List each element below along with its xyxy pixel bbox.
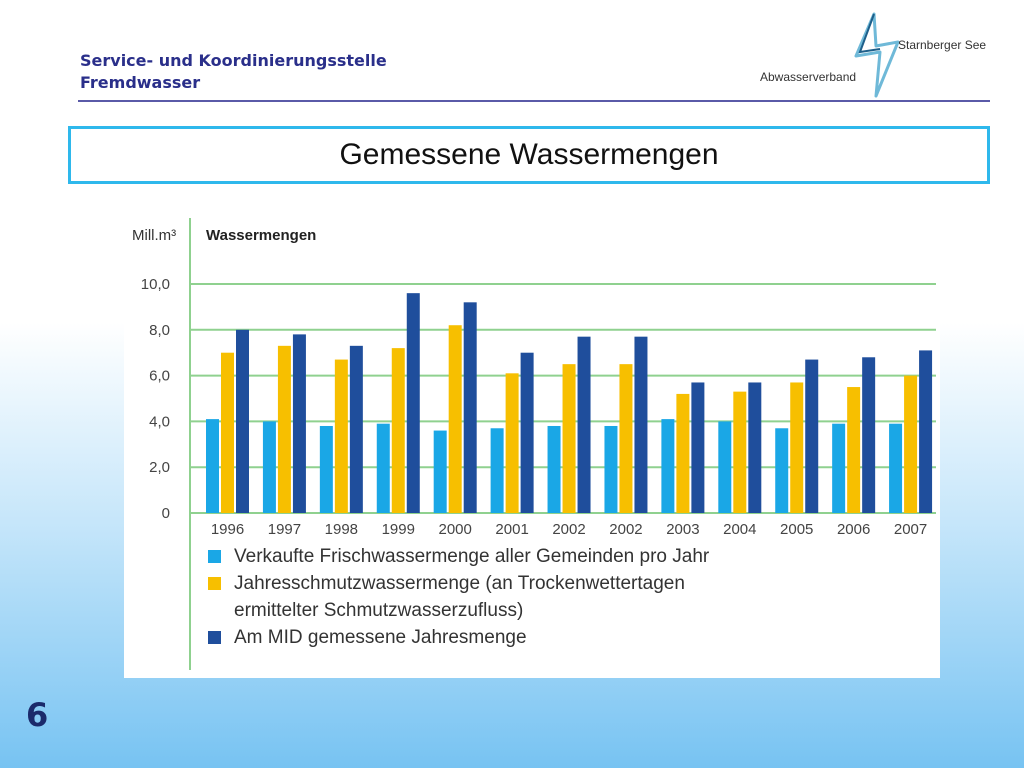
bar-series2 xyxy=(391,348,405,513)
legend-swatch xyxy=(208,631,221,644)
y-tick-label: 4,0 xyxy=(149,413,170,430)
bar-series1 xyxy=(206,419,219,513)
chart-panel: Mill.m³ Wassermengen 0 2,0 4,0 6,0 8,0 10,0 1996… xyxy=(124,208,940,678)
legend-swatch xyxy=(208,550,221,563)
bar-series3 xyxy=(805,359,819,513)
legend-swatch xyxy=(208,577,221,590)
x-tick-label: 1999 xyxy=(382,521,415,538)
bar-series1 xyxy=(775,428,789,513)
x-tick-label: 2006 xyxy=(837,521,870,538)
x-tick-label: 1998 xyxy=(325,521,358,538)
logo-name-text: Abwasserverband xyxy=(760,70,857,84)
bar-series2 xyxy=(904,375,918,513)
x-tick-label: 2003 xyxy=(666,521,699,538)
x-tick-label: 2002 xyxy=(609,521,642,538)
legend-label-continued: ermittelter Schmutzwasserzufluss) xyxy=(234,600,523,621)
y-tick-label: 8,0 xyxy=(149,322,170,339)
x-tick-label: 2004 xyxy=(723,521,756,538)
bar-series3 xyxy=(463,302,477,513)
organization-name-line2: Fremdwasser xyxy=(80,73,201,92)
bar-series1 xyxy=(832,423,846,513)
bar-series1 xyxy=(661,419,675,513)
bar-series3 xyxy=(577,336,591,513)
bar-series1 xyxy=(718,421,732,513)
bar-series2 xyxy=(733,391,747,513)
x-tick-label: 2007 xyxy=(894,521,927,538)
logo-place-text: Starnberger See xyxy=(898,38,987,52)
x-tick-label: 2005 xyxy=(780,521,813,538)
x-tick-label: 2001 xyxy=(495,521,528,538)
bar-series3 xyxy=(748,382,762,513)
y-axis-unit-label: Mill.m³ xyxy=(132,227,176,244)
x-tick-label: 1997 xyxy=(268,521,301,538)
bar-series2 xyxy=(448,325,462,513)
bar-series2 xyxy=(790,382,804,513)
y-tick-label: 10,0 xyxy=(141,276,170,293)
bar-series1 xyxy=(604,425,618,513)
bar-series2 xyxy=(847,387,861,513)
bar-series3 xyxy=(862,357,876,513)
header-divider xyxy=(78,100,990,102)
y-tick-label: 0 xyxy=(162,505,170,522)
bar-series2 xyxy=(676,393,690,513)
bar-series3 xyxy=(236,329,249,513)
organization-name-line1: Service- und Koordinierungsstelle xyxy=(80,51,387,70)
bar-series1 xyxy=(319,425,333,513)
x-tick-label: 2002 xyxy=(552,521,585,538)
bar-series2 xyxy=(505,373,519,513)
bar-series2 xyxy=(562,364,576,513)
bar-series1 xyxy=(433,430,447,513)
bar-series1 xyxy=(376,423,390,513)
bar-series2 xyxy=(334,359,348,513)
bar-series3 xyxy=(691,382,705,513)
bar-series3 xyxy=(634,336,648,513)
bar-series3 xyxy=(349,345,363,513)
y-tick-label: 2,0 xyxy=(149,459,170,476)
legend-label: Jahresschmutzwassermenge (an Trockenwett… xyxy=(234,573,685,594)
bar-series2 xyxy=(619,364,633,513)
bar-series1 xyxy=(889,423,903,513)
x-tick-label: 2000 xyxy=(439,521,472,538)
bar-series2 xyxy=(277,345,291,513)
lightning-bolt-icon xyxy=(854,12,900,98)
bar-series3 xyxy=(292,334,306,513)
bar-series1 xyxy=(262,421,276,513)
organization-name: Service- und Koordinierungsstelle Fremdw… xyxy=(80,50,387,94)
bar-series3 xyxy=(919,350,933,513)
y-tick-label: 6,0 xyxy=(149,368,170,385)
bar-series1 xyxy=(490,428,504,513)
bar-chart: Mill.m³ Wassermengen 0 2,0 4,0 6,0 8,0 10,0 1996… xyxy=(132,218,936,670)
bar-series1 xyxy=(547,425,561,513)
legend-label: Verkaufte Frischwassermenge aller Gemein… xyxy=(234,546,710,567)
legend-label: Am MID gemessene Jahresmenge xyxy=(234,627,527,648)
association-logo: Starnberger See Abwasserverband xyxy=(760,12,1010,102)
bar-series3 xyxy=(520,352,534,513)
slide-title: Gemessene Wassermengen xyxy=(68,126,990,184)
chart-title: Wassermengen xyxy=(206,227,316,244)
bar-series3 xyxy=(406,293,420,513)
x-tick-label: 1996 xyxy=(211,521,244,538)
page-number: 6 xyxy=(26,696,49,734)
bar-series2 xyxy=(221,352,234,513)
